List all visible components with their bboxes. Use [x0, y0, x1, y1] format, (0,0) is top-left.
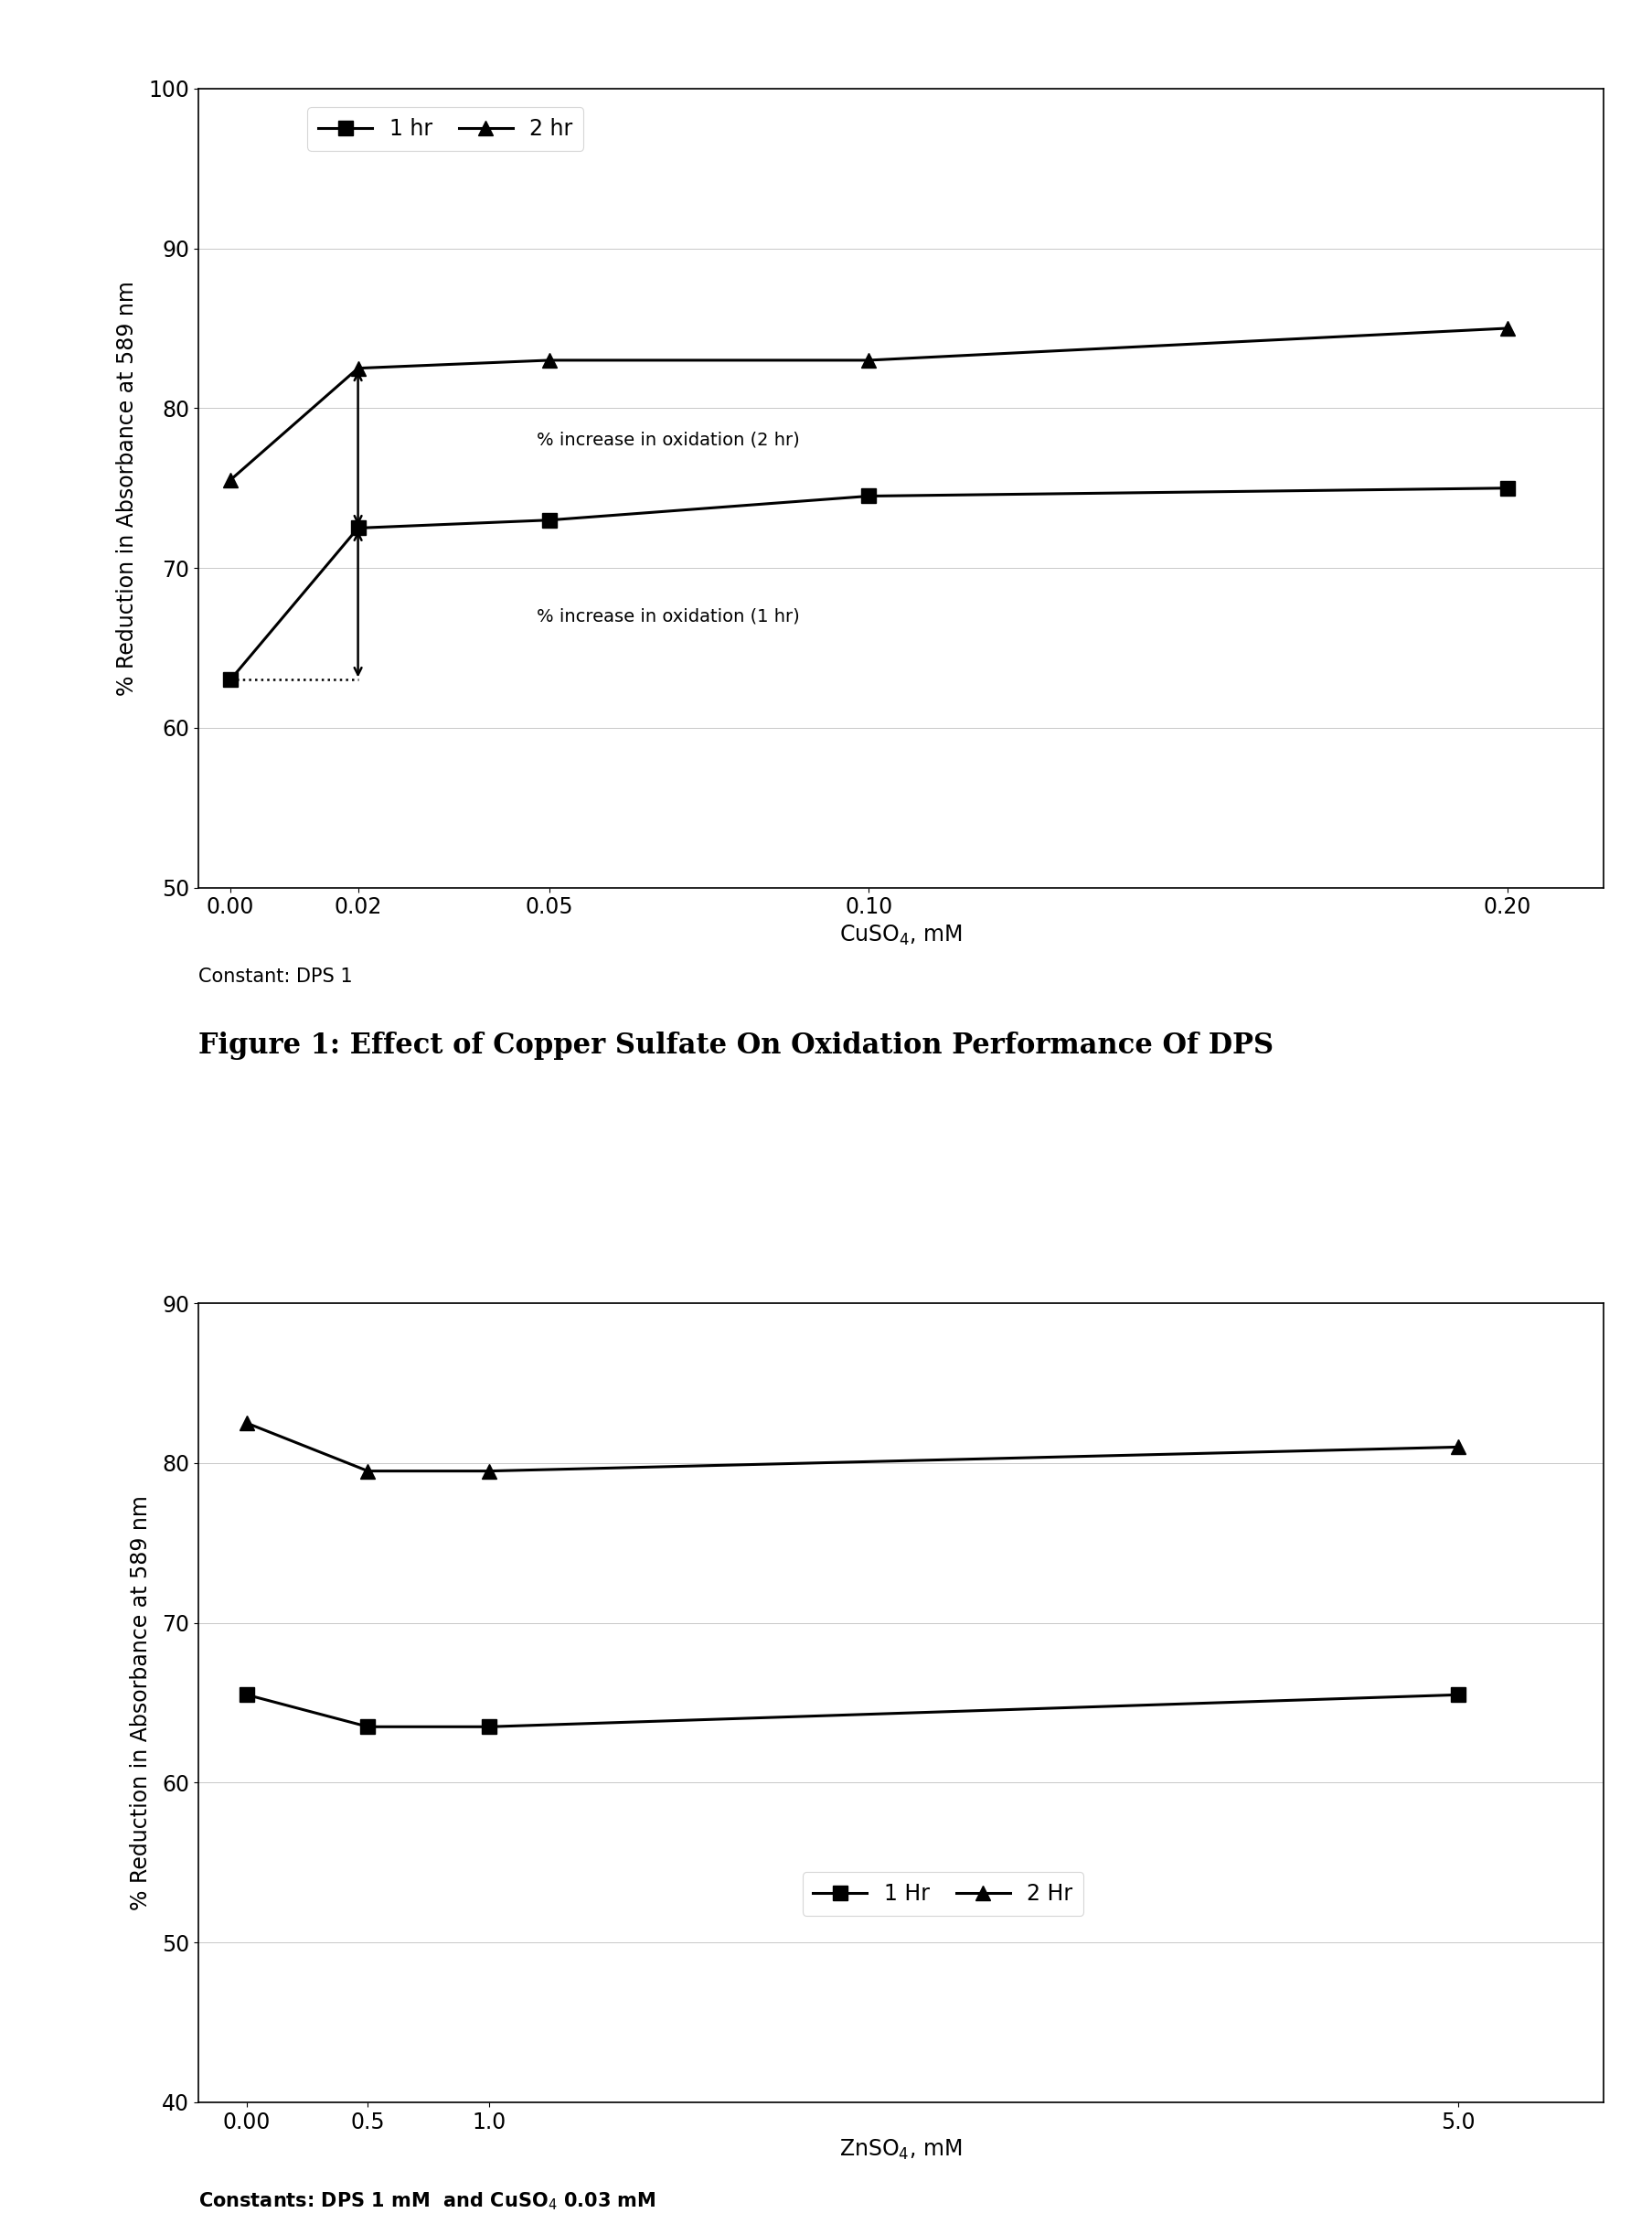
1 Hr — [236, 1682, 256, 1708]
1 Hr — [479, 1713, 499, 1739]
1 hr — [859, 482, 879, 509]
2 hr — [859, 347, 879, 374]
Y-axis label: % Reduction in Absorbance at 589 nm: % Reduction in Absorbance at 589 nm — [129, 1496, 152, 1910]
Legend: 1 hr, 2 hr: 1 hr, 2 hr — [307, 106, 583, 150]
Line: 1 hr: 1 hr — [223, 480, 1513, 686]
Line: 2 hr: 2 hr — [223, 321, 1513, 487]
Text: % increase in oxidation (2 hr): % increase in oxidation (2 hr) — [537, 432, 800, 449]
2 Hr — [236, 1410, 256, 1436]
2 hr — [1497, 314, 1517, 341]
2 hr — [539, 347, 558, 374]
X-axis label: ZnSO$_4$, mM: ZnSO$_4$, mM — [839, 2138, 961, 2162]
Line: 1 Hr: 1 Hr — [240, 1689, 1464, 1733]
2 Hr — [358, 1458, 378, 1485]
2 hr — [220, 467, 240, 493]
Text: % increase in oxidation (1 hr): % increase in oxidation (1 hr) — [537, 606, 800, 624]
2 Hr — [1447, 1434, 1467, 1461]
Text: Constant: DPS 1: Constant: DPS 1 — [198, 967, 352, 985]
1 hr — [349, 516, 368, 542]
Text: Constants: DPS 1 mM  and CuSO$_4$ 0.03 mM: Constants: DPS 1 mM and CuSO$_4$ 0.03 mM — [198, 2191, 656, 2211]
X-axis label: CuSO$_4$, mM: CuSO$_4$, mM — [839, 923, 961, 947]
2 Hr — [479, 1458, 499, 1485]
1 hr — [539, 507, 558, 533]
1 hr — [1497, 476, 1517, 502]
Legend: 1 Hr, 2 Hr: 1 Hr, 2 Hr — [801, 1872, 1084, 1916]
2 hr — [349, 354, 368, 381]
Line: 2 Hr: 2 Hr — [240, 1416, 1464, 1478]
1 Hr — [358, 1713, 378, 1739]
1 Hr — [1447, 1682, 1467, 1708]
1 hr — [220, 666, 240, 693]
Text: Figure 1: Effect of Copper Sulfate On Oxidation Performance Of DPS: Figure 1: Effect of Copper Sulfate On Ox… — [198, 1031, 1274, 1060]
Y-axis label: % Reduction in Absorbance at 589 nm: % Reduction in Absorbance at 589 nm — [116, 281, 139, 695]
